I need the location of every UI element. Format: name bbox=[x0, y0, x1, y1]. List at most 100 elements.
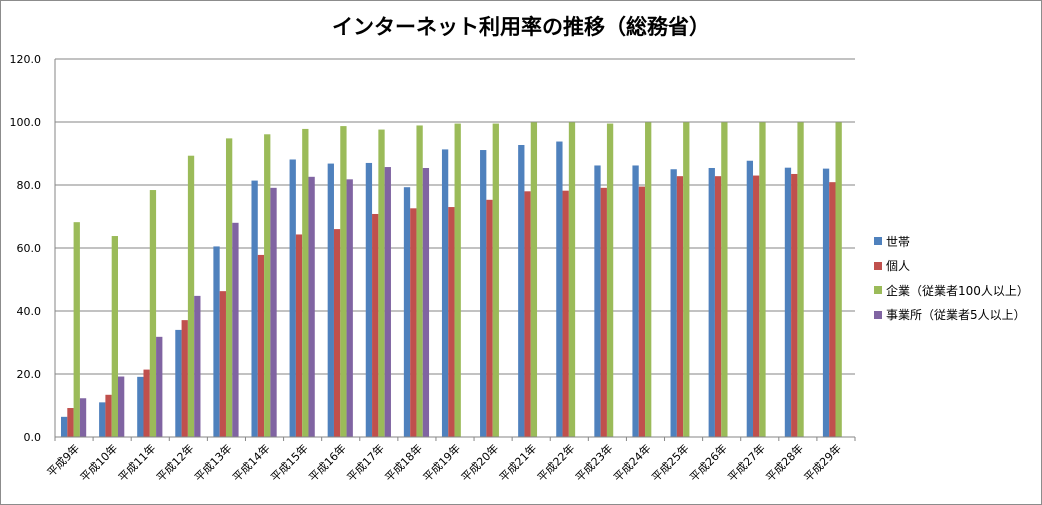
y-tick-label: 40.0 bbox=[17, 305, 42, 318]
bar bbox=[270, 187, 277, 437]
bar bbox=[835, 122, 842, 437]
x-tick-label: 平成23年 bbox=[572, 441, 615, 484]
y-tick-label: 80.0 bbox=[17, 179, 42, 192]
bar bbox=[556, 141, 563, 437]
legend-label: 事業所（従業者5人以上） bbox=[886, 308, 1026, 323]
bar bbox=[714, 176, 722, 437]
bar bbox=[594, 165, 601, 437]
bar bbox=[308, 176, 315, 437]
bar bbox=[410, 208, 417, 437]
bar bbox=[175, 329, 182, 437]
bar bbox=[676, 176, 684, 437]
legend: 世帯 個人 企業（従業者100人以上） 事業所（従業者5人以上） bbox=[874, 229, 1029, 327]
bar bbox=[187, 155, 195, 437]
legend-swatch bbox=[874, 237, 882, 246]
bar bbox=[638, 186, 646, 437]
bar bbox=[219, 291, 226, 437]
x-tick-label: 平成22年 bbox=[534, 441, 577, 484]
y-tick-label: 60.0 bbox=[17, 242, 42, 255]
x-tick-label: 平成9年 bbox=[44, 441, 82, 479]
bars bbox=[61, 122, 842, 438]
y-tick-label: 0.0 bbox=[24, 431, 42, 444]
bar bbox=[384, 167, 391, 438]
bar bbox=[524, 191, 531, 437]
y-tick-label: 120.0 bbox=[10, 53, 42, 66]
bar bbox=[829, 182, 836, 437]
bar bbox=[302, 128, 309, 437]
legend-item: 世帯 bbox=[874, 229, 1029, 254]
bar bbox=[73, 222, 80, 437]
bar bbox=[480, 150, 487, 437]
x-tick-label: 平成25年 bbox=[649, 441, 692, 484]
legend-item: 企業（従業者100人以上） bbox=[874, 278, 1029, 303]
y-tick-label: 100.0 bbox=[10, 116, 42, 129]
bar bbox=[492, 123, 499, 437]
legend-item: 個人 bbox=[874, 254, 1029, 279]
bar bbox=[289, 159, 296, 438]
x-tick-label: 平成16年 bbox=[306, 441, 349, 484]
legend-swatch bbox=[874, 310, 882, 319]
bar bbox=[518, 144, 525, 437]
x-tick-label: 平成12年 bbox=[153, 441, 196, 484]
bar bbox=[111, 236, 118, 437]
bar bbox=[340, 126, 347, 437]
bar bbox=[562, 190, 569, 437]
x-tick-label: 平成28年 bbox=[763, 441, 806, 484]
bar bbox=[632, 165, 639, 437]
bar bbox=[194, 295, 201, 437]
bar bbox=[422, 167, 430, 438]
bar bbox=[99, 402, 106, 437]
bar bbox=[365, 162, 373, 437]
x-tick-label: 平成15年 bbox=[268, 441, 311, 484]
bar bbox=[606, 123, 614, 437]
x-tick-label: 平成27年 bbox=[725, 441, 768, 484]
bar bbox=[143, 369, 150, 437]
x-tick-label: 平成14年 bbox=[230, 441, 273, 484]
bar bbox=[327, 163, 334, 437]
x-tick-label: 平成18年 bbox=[382, 441, 425, 484]
bar bbox=[746, 160, 754, 437]
bar bbox=[670, 169, 677, 437]
bar bbox=[264, 134, 271, 437]
bar bbox=[372, 213, 379, 437]
y-axis-ticks: 0.0 20.0 40.0 60.0 80.0 100.0 120.0 bbox=[10, 53, 42, 444]
bar bbox=[441, 149, 449, 437]
bar bbox=[784, 167, 792, 438]
bar bbox=[117, 376, 125, 437]
bar bbox=[416, 125, 423, 437]
legend-label: 世帯 bbox=[886, 234, 911, 249]
bar bbox=[791, 173, 798, 437]
legend-label: 個人 bbox=[886, 259, 911, 274]
bar bbox=[530, 122, 538, 437]
bar bbox=[683, 122, 690, 437]
bar bbox=[213, 246, 220, 437]
bar bbox=[257, 254, 265, 437]
bar bbox=[600, 187, 607, 437]
x-tick-label: 平成24年 bbox=[610, 441, 653, 484]
axes bbox=[54, 59, 855, 438]
bar bbox=[645, 122, 652, 437]
bar bbox=[156, 336, 163, 437]
x-tick-label: 平成10年 bbox=[77, 441, 120, 484]
bar bbox=[295, 234, 303, 437]
bar bbox=[137, 376, 144, 437]
bar bbox=[708, 167, 715, 438]
bar bbox=[67, 408, 74, 437]
bar bbox=[753, 175, 760, 438]
x-tick-label: 平成29年 bbox=[801, 441, 844, 484]
x-tick-label: 平成11年 bbox=[115, 441, 158, 484]
x-tick-label: 平成17年 bbox=[344, 441, 387, 484]
bar bbox=[181, 320, 188, 437]
bar bbox=[251, 180, 258, 437]
bar bbox=[79, 398, 87, 437]
x-tick-label: 平成20年 bbox=[458, 441, 501, 484]
x-tick-label: 平成13年 bbox=[191, 441, 234, 484]
bar bbox=[225, 138, 233, 437]
bar bbox=[378, 129, 385, 437]
bar bbox=[403, 187, 411, 437]
bar bbox=[721, 122, 728, 437]
x-axis-ticks: 平成9年平成10年平成11年平成12年平成13年平成14年平成15年平成16年平… bbox=[44, 437, 856, 484]
bar bbox=[797, 122, 804, 437]
x-tick-label: 平成26年 bbox=[687, 441, 730, 484]
